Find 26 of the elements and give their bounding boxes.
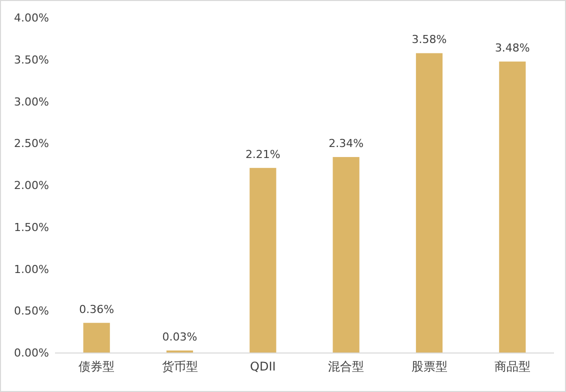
bar — [416, 53, 443, 353]
x-tick-label: 股票型 — [411, 360, 448, 374]
bar — [250, 168, 276, 353]
y-tick-label: 0.00% — [14, 346, 49, 360]
bar — [499, 62, 526, 353]
data-label: 0.36% — [79, 302, 114, 316]
y-tick-label: 2.00% — [14, 179, 49, 192]
x-tick-label: 债券型 — [78, 360, 115, 374]
y-tick-label: 1.50% — [14, 220, 49, 234]
data-label: 3.48% — [494, 42, 530, 55]
y-tick-label: 1.00% — [14, 262, 49, 276]
y-tick-label: 0.50% — [14, 304, 49, 318]
x-tick-label: 货币型 — [162, 360, 198, 374]
bar — [83, 322, 110, 353]
bar — [332, 157, 360, 353]
data-label: 2.34% — [328, 137, 364, 150]
x-tick-label: 商品型 — [494, 360, 530, 374]
data-label: 2.21% — [245, 148, 280, 161]
y-tick-label: 2.50% — [14, 137, 49, 150]
y-tick-label: 4.00% — [14, 12, 49, 25]
y-tick-label: 3.50% — [14, 53, 49, 66]
y-tick-label: 3.00% — [14, 95, 49, 108]
x-tick-label: 混合型 — [328, 360, 364, 374]
data-label: 3.58% — [412, 33, 447, 46]
data-label: 0.03% — [162, 330, 198, 344]
x-tick-label: QDII — [250, 360, 276, 374]
